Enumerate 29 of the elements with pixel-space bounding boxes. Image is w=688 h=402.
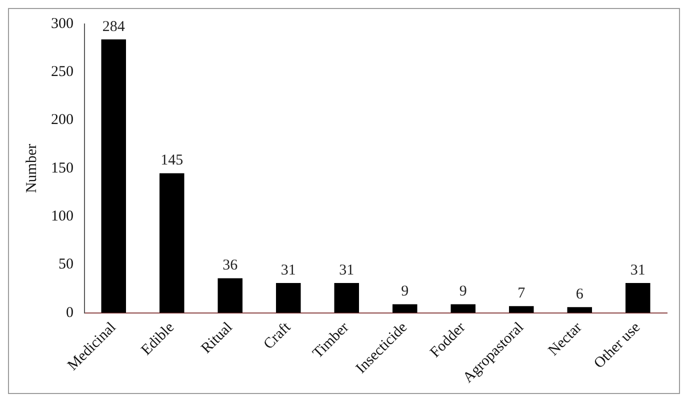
bar <box>101 39 126 313</box>
data-label: 284 <box>102 18 126 35</box>
bar <box>159 173 184 313</box>
data-label: 145 <box>160 152 184 169</box>
bar <box>450 304 476 313</box>
y-axis-title: Number <box>24 144 40 194</box>
y-tick-label: 200 <box>51 112 74 128</box>
bar <box>218 278 243 313</box>
bar <box>276 283 301 313</box>
bar <box>392 304 418 313</box>
bar <box>334 283 360 313</box>
y-tick-label: 50 <box>58 256 74 273</box>
bar <box>625 283 650 313</box>
data-label: 31 <box>630 262 646 278</box>
y-tick-label: 100 <box>51 208 74 225</box>
y-tick-label: 250 <box>51 64 74 80</box>
data-label: 9 <box>459 284 467 300</box>
data-label: 6 <box>576 286 584 303</box>
y-tick-label: 150 <box>51 160 74 176</box>
bar <box>567 307 592 313</box>
bar <box>508 306 534 313</box>
data-label: 7 <box>518 286 526 302</box>
x-tick-label: Craft <box>260 318 295 353</box>
data-label: 36 <box>222 258 238 274</box>
data-label: 31 <box>280 262 296 278</box>
data-label: 31 <box>339 262 354 278</box>
y-tick-label: 300 <box>51 16 74 32</box>
data-label: 9 <box>401 284 409 300</box>
y-tick-label: 0 <box>66 304 74 321</box>
